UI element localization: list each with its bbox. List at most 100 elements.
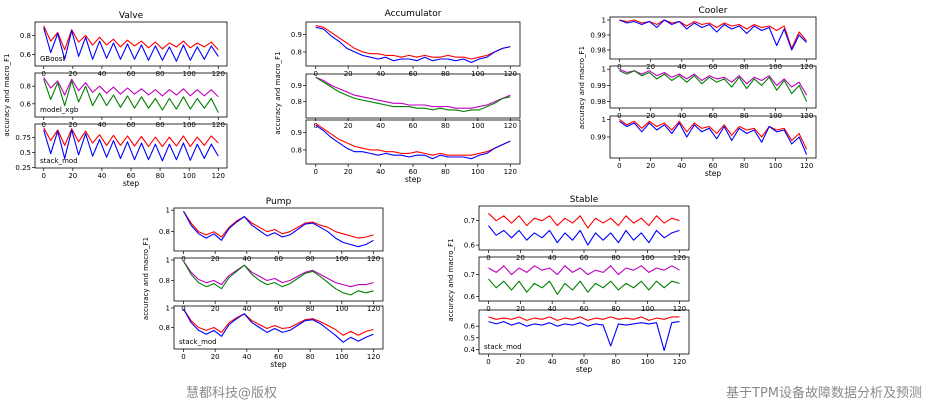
- y-tick-label: 0.6: [464, 323, 476, 331]
- x-axis-label: step: [405, 175, 421, 184]
- y-tick-label: 0.9: [291, 82, 302, 90]
- y-tick-label: 0.8: [291, 146, 302, 154]
- x-tick-label: 20: [344, 122, 353, 130]
- y-tick-label: 0.8: [159, 277, 170, 285]
- y-tick-label: 0.9: [291, 129, 302, 137]
- x-tick-label: 40: [376, 168, 385, 176]
- x-tick-label: 100: [182, 172, 195, 180]
- x-tick-label: 0: [41, 70, 45, 78]
- x-tick-label: 100: [182, 70, 195, 78]
- x-tick-label: 20: [211, 353, 220, 361]
- series-line-2: [315, 124, 511, 160]
- y-tick-label: 0.7: [464, 271, 475, 279]
- x-tick-label: 40: [242, 353, 251, 361]
- x-tick-label: 40: [677, 63, 686, 71]
- series-line-1: [488, 316, 680, 321]
- x-tick-label: 40: [97, 121, 106, 129]
- panel-3: 0.99 1 0 20 40 60 80 100 120: [590, 115, 817, 170]
- copyright-caption: 慧都科技@版权: [186, 386, 278, 401]
- x-tick-label: 60: [580, 305, 589, 313]
- x-tick-label: 120: [504, 122, 517, 130]
- x-tick-label: 100: [641, 358, 654, 366]
- series-line-1: [315, 24, 511, 60]
- panel-1: 0.98 0.99 1 0 20 40 60 80 100 120: [590, 16, 817, 71]
- panel-frame: [609, 115, 817, 159]
- y-tick-label: 0.99: [590, 32, 606, 40]
- panel-2: 0.6 0.8 0 20 40 60 80 100 120 model_xgb: [20, 72, 228, 129]
- x-tick-label: 40: [376, 122, 385, 130]
- y-tick-label: 0.99: [590, 82, 606, 90]
- x-tick-label: 120: [367, 305, 380, 313]
- chart-title: Valve: [119, 11, 144, 21]
- x-tick-label: 0: [486, 254, 490, 262]
- y-tick-label: 0.6: [464, 293, 476, 301]
- y-tick-label: 1: [166, 257, 170, 265]
- y-tick-label: 1: [166, 207, 170, 215]
- series-line-2: [488, 321, 680, 352]
- chart-accumulator: Accumulator 0.8 0.9 0 20 40 60 80 100 120 0.8 0.9 0 2…: [274, 9, 521, 184]
- series-line-2: [315, 26, 511, 64]
- series-line-1: [619, 19, 808, 50]
- x-tick-label: 100: [471, 122, 484, 130]
- panel-label: model_xgb: [40, 106, 79, 114]
- series-line-2: [315, 76, 511, 113]
- series-line-1: [488, 265, 680, 276]
- x-tick-label: 40: [677, 162, 686, 170]
- series-line-1: [43, 25, 219, 51]
- x-tick-label: 120: [800, 63, 813, 71]
- x-tick-label: 60: [709, 63, 718, 71]
- x-tick-label: 60: [409, 168, 418, 176]
- panel-2: 0.98 0.99 1 0 20 40 60 80 100 120: [590, 65, 817, 120]
- x-tick-label: 100: [182, 121, 195, 129]
- x-tick-label: 20: [68, 121, 77, 129]
- y-tick-label: 0.25: [15, 164, 31, 172]
- panel-frame: [609, 65, 817, 109]
- x-tick-label: 20: [211, 255, 220, 263]
- x-tick-label: 40: [97, 172, 106, 180]
- series-line-1: [619, 68, 808, 96]
- series-line-1: [43, 127, 219, 148]
- x-tick-label: 100: [335, 305, 348, 313]
- x-tick-label: 100: [641, 305, 654, 313]
- series-line-2: [43, 129, 219, 162]
- x-tick-label: 80: [611, 305, 620, 313]
- x-tick-label: 80: [441, 168, 450, 176]
- series-line-2: [488, 225, 680, 246]
- x-tick-label: 80: [156, 172, 165, 180]
- y-tick-label: 0.98: [590, 47, 606, 55]
- series-line-1: [183, 210, 374, 239]
- x-tick-label: 80: [441, 122, 450, 130]
- y-axis-label: accuracy and macro_F1: [447, 238, 455, 321]
- x-tick-label: 20: [516, 358, 525, 366]
- x-axis-label: step: [270, 360, 286, 369]
- x-tick-label: 20: [516, 254, 525, 262]
- series-line-2: [619, 70, 808, 102]
- x-axis-label: step: [123, 179, 139, 188]
- x-tick-label: 40: [242, 305, 251, 313]
- panel-label: GBoost: [40, 55, 65, 63]
- x-tick-label: 20: [68, 70, 77, 78]
- x-tick-label: 40: [242, 255, 251, 263]
- series-line-2: [183, 210, 374, 248]
- x-tick-label: 40: [548, 305, 557, 313]
- x-tick-label: 60: [709, 162, 718, 170]
- panel-2: 0.8 0.9 0 20 40 60 80 100 120: [291, 73, 521, 130]
- x-tick-label: 60: [274, 255, 283, 263]
- panel-frame: [609, 16, 817, 60]
- x-tick-label: 60: [409, 122, 418, 130]
- x-tick-label: 20: [344, 168, 353, 176]
- y-tick-label: 1: [602, 116, 606, 124]
- panel-label: stack_mod: [40, 157, 78, 165]
- y-tick-label: 0.6: [20, 51, 32, 59]
- series-line-1: [183, 260, 374, 288]
- series-line-1: [315, 76, 511, 109]
- x-tick-label: 100: [641, 254, 654, 262]
- chart-valve: Valve 0.6 0.8 0 20 40 60 80 100 120 GBoost 0.6 0.8 0 2…: [3, 11, 228, 188]
- y-tick-label: 0.8: [291, 48, 302, 56]
- y-tick-label: 0.7: [464, 217, 475, 225]
- x-tick-label: 0: [181, 255, 185, 263]
- x-axis-label: step: [705, 169, 721, 178]
- x-tick-label: 80: [611, 358, 620, 366]
- panel-1: 0.6 0.7 0 20 40 60 80 100 120: [464, 205, 690, 262]
